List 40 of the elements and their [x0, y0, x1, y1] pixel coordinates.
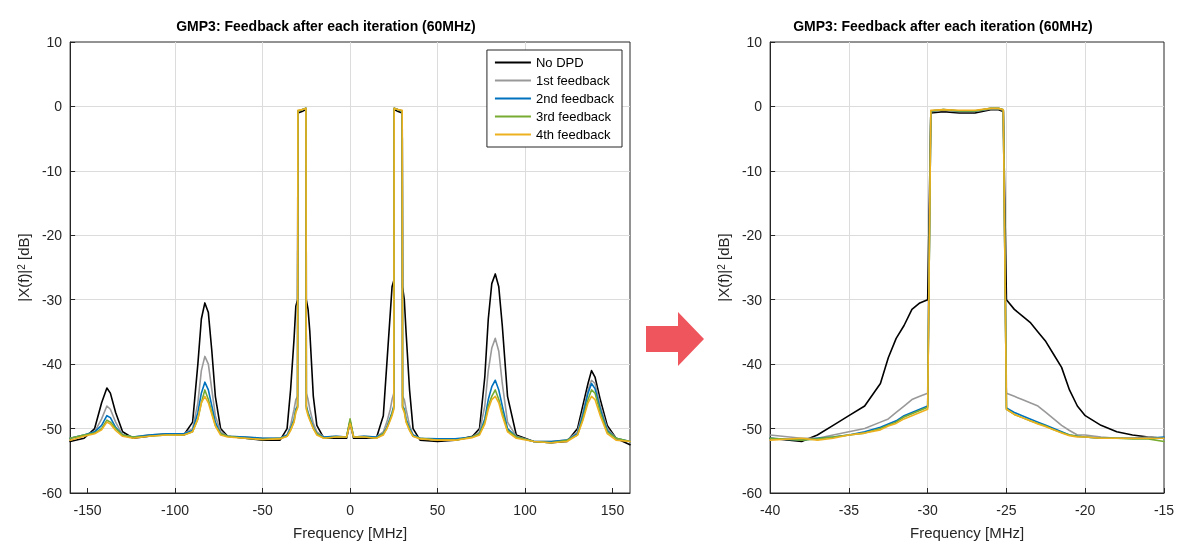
- x-tick-label: -20: [1075, 502, 1096, 518]
- y-tick-label: -20: [741, 227, 763, 244]
- legend-label: No DPD: [535, 55, 584, 70]
- x-tick-label: -100: [161, 502, 190, 518]
- x-tick-label: -25: [996, 502, 1017, 518]
- x-tick-label: -30: [917, 502, 939, 518]
- y-tick-label: 10: [46, 34, 63, 50]
- y-tick-label: -60: [741, 485, 763, 501]
- x-tick-label: 150: [600, 502, 625, 518]
- x-tick-label: -150: [73, 502, 102, 518]
- y-tick-label: -40: [741, 356, 763, 373]
- y-axis-title: |X(f)|2 [dB]: [715, 233, 732, 302]
- x-tick-label: -35: [838, 502, 860, 518]
- y-tick-label: 10: [746, 34, 763, 50]
- legend-label: 3rd feedback: [535, 109, 612, 124]
- y-tick-label: -10: [41, 162, 63, 179]
- x-tick-label: -40: [760, 502, 781, 518]
- y-tick-label: -50: [741, 420, 763, 437]
- chart-title: GMP3: Feedback after each iteration (60MHz): [176, 18, 476, 34]
- x-axis-title: Frequency [MHz]: [909, 524, 1025, 541]
- y-tick-label: -50: [41, 420, 63, 437]
- x-axis-title: Frequency [MHz]: [292, 524, 408, 541]
- y-axis-title: |X(f)|2 [dB]: [15, 233, 32, 302]
- y-tick-label: 0: [754, 98, 763, 115]
- legend-label: 1st feedback: [535, 73, 611, 88]
- legend-label: 4th feedback: [535, 127, 611, 142]
- x-tick-label: 100: [513, 502, 537, 518]
- y-tick-label: -30: [741, 291, 763, 308]
- x-tick-label: -50: [252, 502, 273, 518]
- legend-label: 2nd feedback: [535, 91, 615, 106]
- y-tick-label: -30: [41, 291, 63, 308]
- y-tick-label: -20: [41, 227, 63, 244]
- x-tick-label: -15: [1153, 502, 1175, 518]
- y-tick-label: -10: [741, 162, 763, 179]
- y-tick-label: -60: [41, 485, 63, 501]
- x-tick-label: 50: [429, 502, 446, 518]
- x-tick-label: 0: [346, 502, 355, 518]
- y-tick-label: -40: [41, 356, 63, 373]
- chart-title: GMP3: Feedback after each iteration (60MHz): [793, 18, 1093, 34]
- y-tick-label: 0: [54, 98, 63, 115]
